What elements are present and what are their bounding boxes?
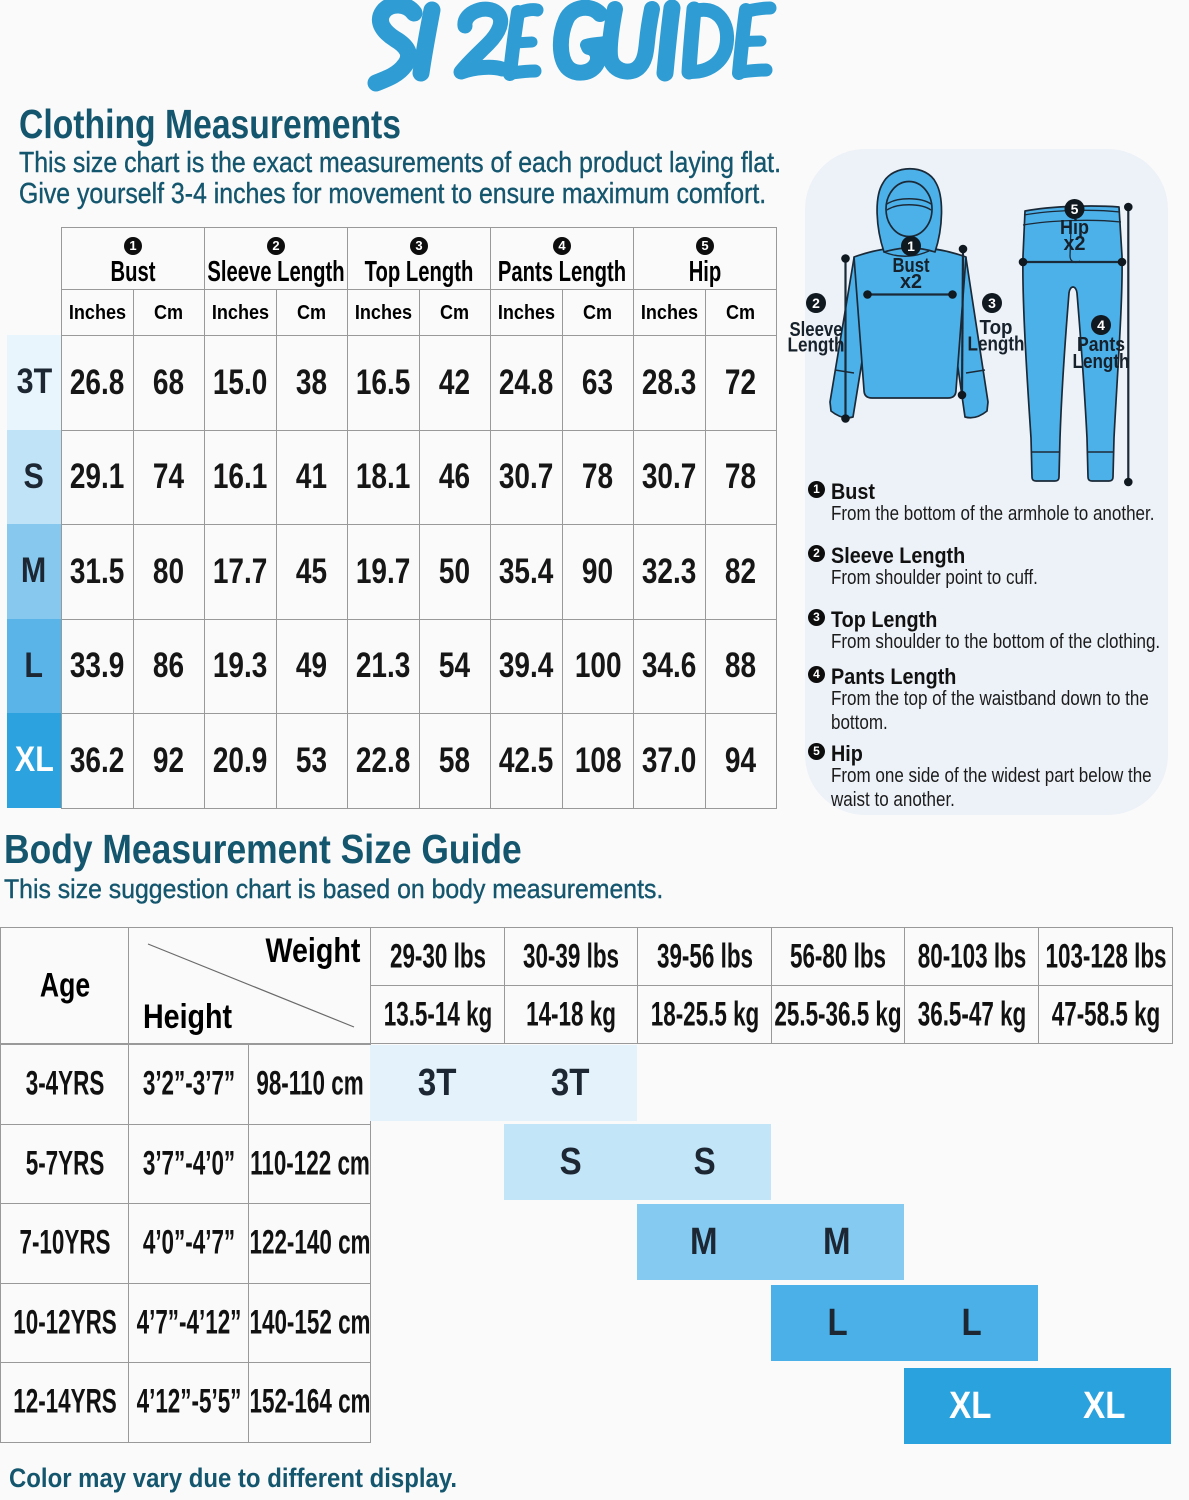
svg-text:Top: Top bbox=[980, 316, 1013, 339]
svg-text:Sleeve: Sleeve bbox=[790, 318, 843, 341]
svg-text:Length: Length bbox=[1073, 350, 1130, 373]
svg-text:5: 5 bbox=[1071, 201, 1079, 217]
svg-text:4: 4 bbox=[1097, 317, 1105, 333]
svg-text:Length: Length bbox=[788, 334, 845, 357]
svg-text:Hip: Hip bbox=[1060, 216, 1089, 239]
svg-text:x2: x2 bbox=[900, 270, 922, 293]
svg-text:2: 2 bbox=[812, 295, 820, 311]
svg-text:x2: x2 bbox=[1064, 232, 1086, 255]
svg-text:Pants: Pants bbox=[1077, 333, 1125, 356]
svg-text:Bust: Bust bbox=[893, 254, 930, 277]
svg-text:3: 3 bbox=[988, 295, 996, 311]
svg-text:Length: Length bbox=[968, 333, 1025, 356]
svg-text:1: 1 bbox=[907, 238, 915, 254]
